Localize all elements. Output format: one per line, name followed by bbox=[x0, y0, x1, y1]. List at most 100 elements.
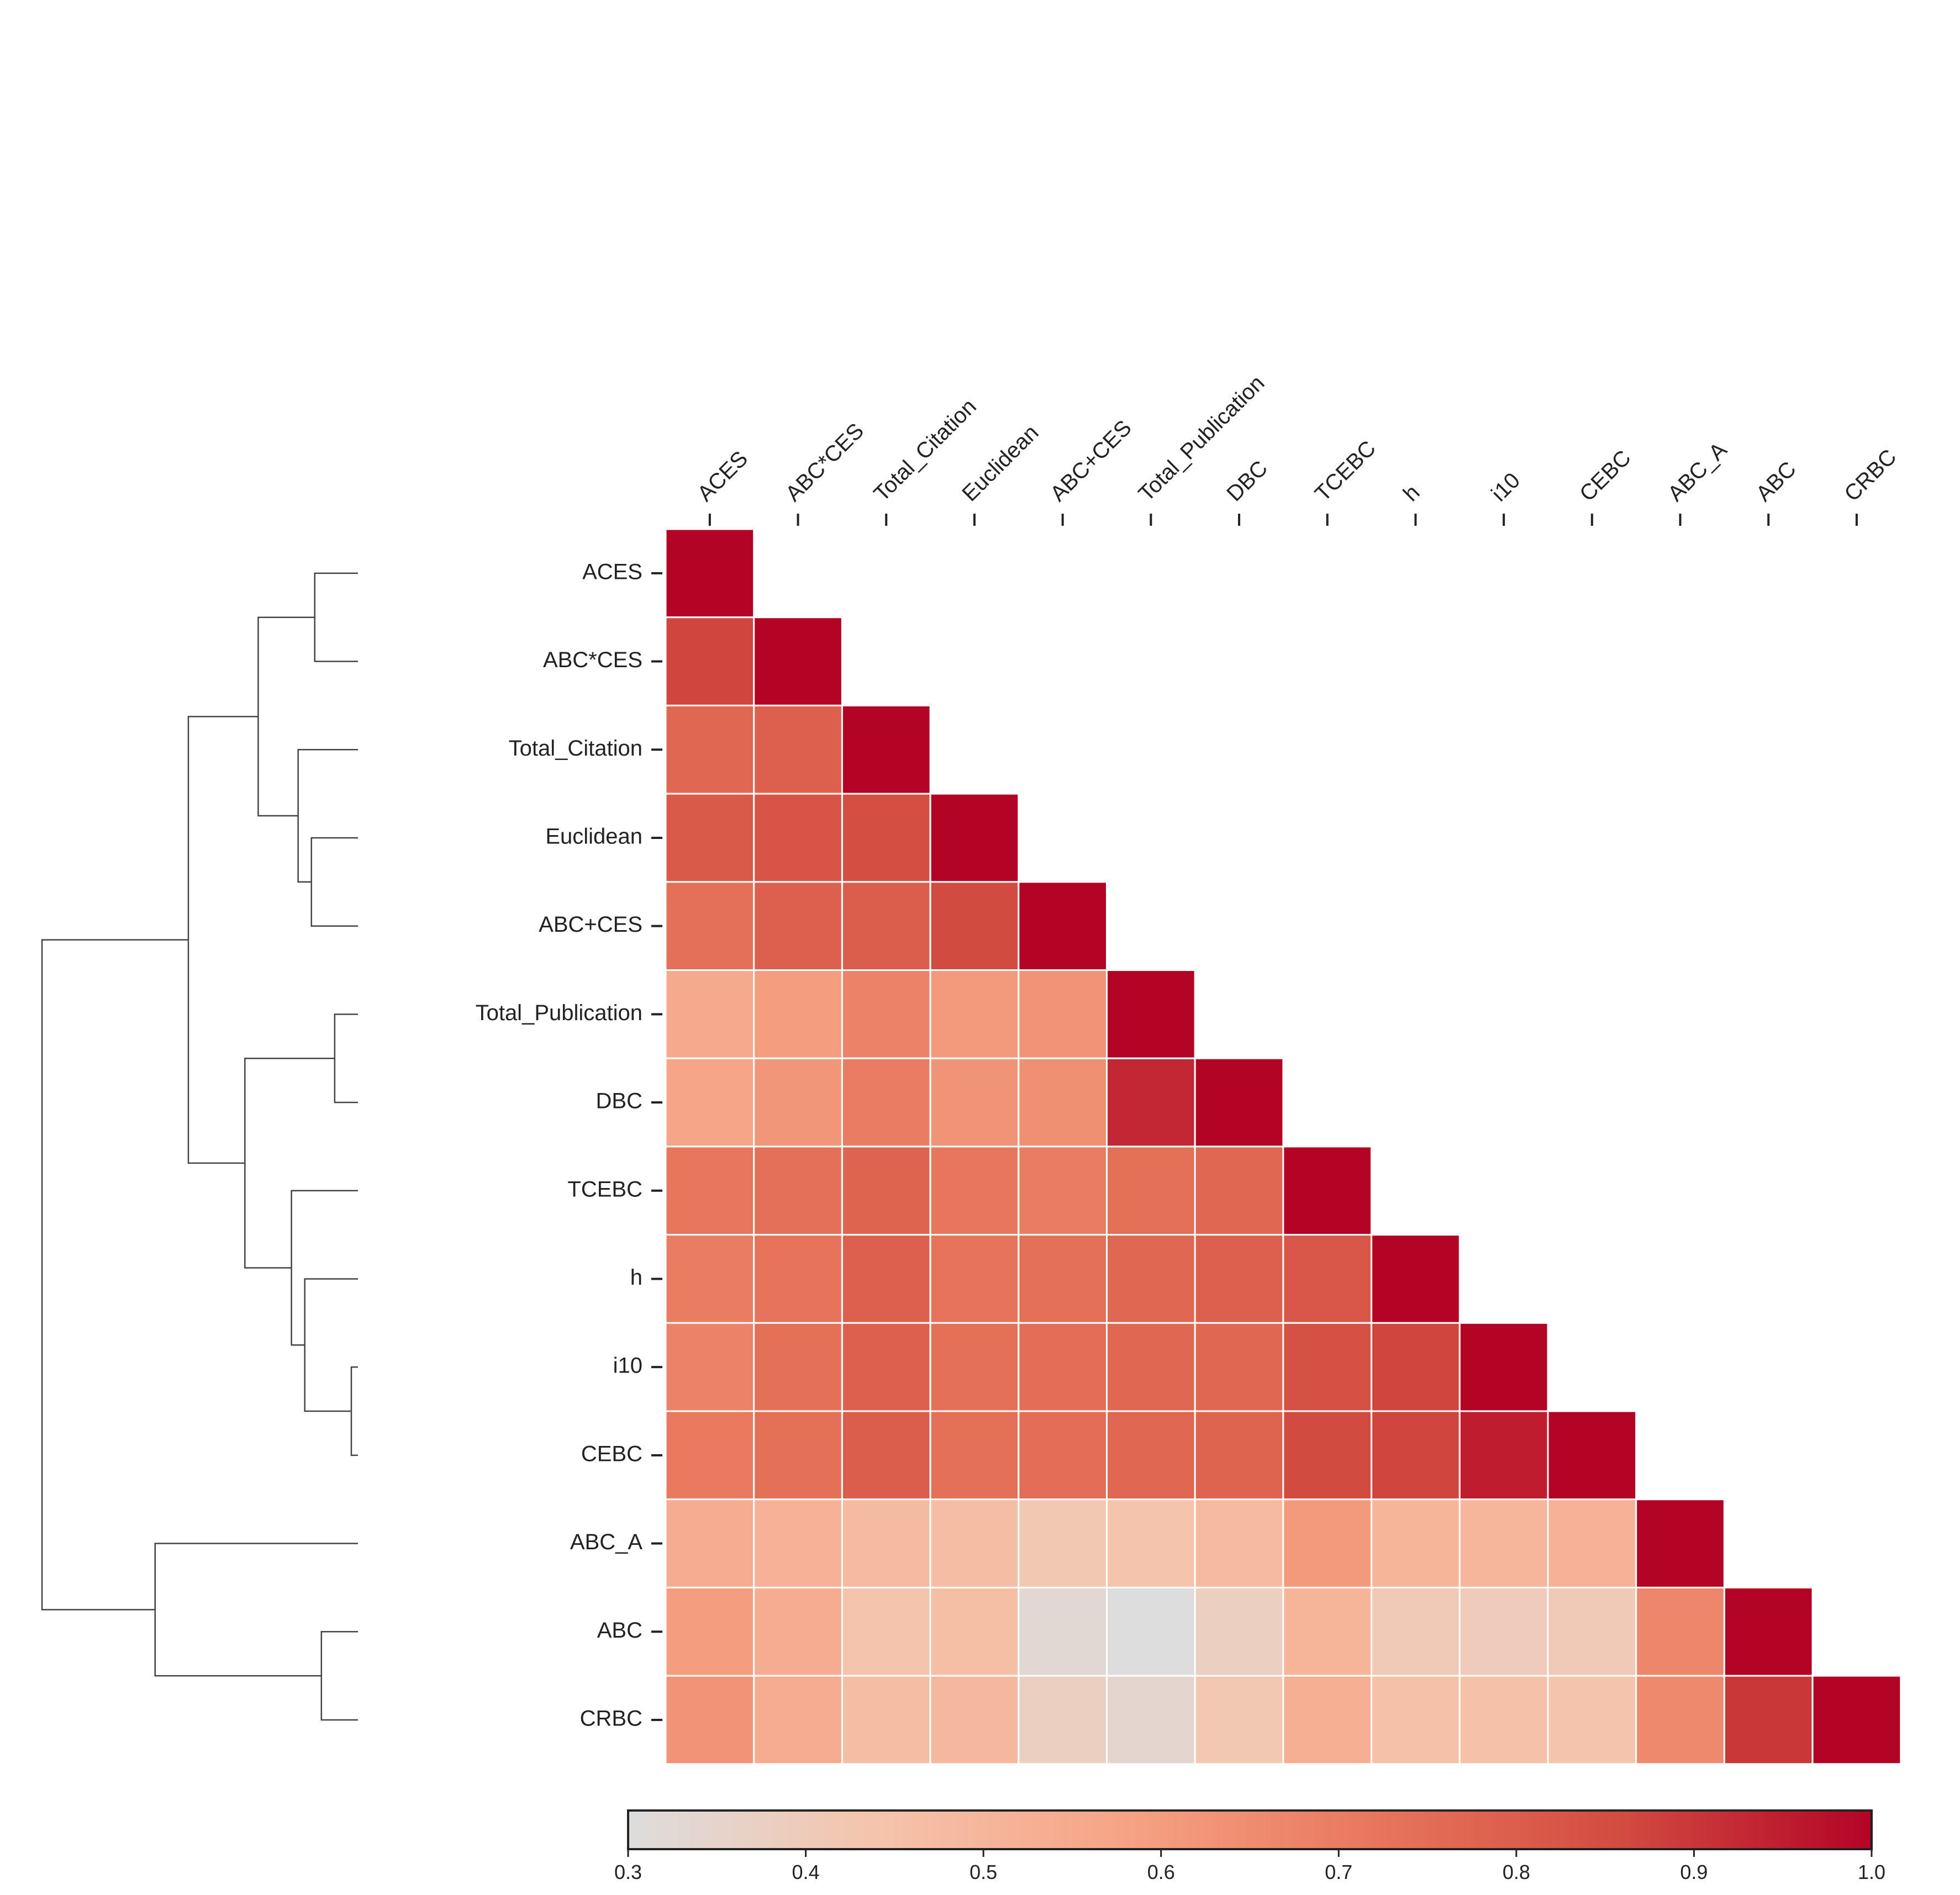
heatmap-cell-ABC-TCEBC bbox=[1282, 1586, 1373, 1677]
heatmap-cell-CEBC-ACES bbox=[665, 1410, 755, 1501]
column-label: i10 bbox=[1487, 468, 1525, 506]
heatmap-cell-ABC_A-ABC_A bbox=[1635, 1498, 1725, 1588]
heatmap-cell-DBC-ACES bbox=[665, 1057, 755, 1148]
heatmap-cell-TCEBC-Total_Citation bbox=[841, 1146, 931, 1236]
dendrogram-link bbox=[320, 1631, 358, 1721]
heatmap-cell-i10-Total_Citation bbox=[841, 1322, 931, 1412]
dendrogram-link bbox=[154, 1543, 358, 1677]
dendrogram-link bbox=[310, 837, 358, 927]
heatmap-cell-CEBC-h bbox=[1371, 1410, 1461, 1501]
heatmap-cell-CRBC-i10 bbox=[1458, 1675, 1549, 1765]
heatmap-cell-Total_Publication-ACES bbox=[665, 969, 755, 1059]
heatmap-cell-Euclidean-ACES bbox=[665, 793, 755, 883]
heatmap-cell-ABC+CES-Euclidean bbox=[929, 881, 1020, 972]
heatmap-cell-Total_Publication-Total_Publication bbox=[1106, 969, 1196, 1059]
heatmap-cell-h-Euclidean bbox=[929, 1234, 1020, 1324]
heatmap-cell-h-Total_Citation bbox=[841, 1234, 931, 1324]
heatmap-cell-h-ACES bbox=[665, 1234, 755, 1324]
heatmap-cell-ABC_A-ABC*CES bbox=[753, 1498, 843, 1588]
heatmap-cell-TCEBC-Total_Publication bbox=[1106, 1146, 1196, 1236]
dendrogram-link bbox=[291, 1190, 358, 1346]
heatmap-cell-ABC*CES-ABC*CES bbox=[753, 616, 843, 706]
dendrogram-link bbox=[304, 1278, 358, 1412]
heatmap-cell-CEBC-TCEBC bbox=[1282, 1410, 1373, 1501]
heatmap-cell-CRBC-Total_Publication bbox=[1106, 1675, 1196, 1765]
heatmap-cell-ABC+CES-ABC*CES bbox=[753, 881, 843, 972]
heatmap-cell-CRBC-CEBC bbox=[1547, 1675, 1637, 1765]
heatmap-cell-CRBC-ABC+CES bbox=[1018, 1675, 1108, 1765]
column-label: ACES bbox=[693, 446, 752, 506]
colorbar-tick-label: 0.3 bbox=[614, 1861, 642, 1883]
colorbar-tick-label: 0.8 bbox=[1503, 1861, 1530, 1883]
heatmap-cell-ABC-Euclidean bbox=[929, 1586, 1020, 1677]
column-label: DBC bbox=[1222, 456, 1272, 506]
heatmap-cells bbox=[665, 528, 1902, 1765]
heatmap-cell-CRBC-h bbox=[1371, 1675, 1461, 1765]
heatmap-cell-CRBC-TCEBC bbox=[1282, 1675, 1373, 1765]
heatmap-cell-ABC-Total_Publication bbox=[1106, 1586, 1196, 1677]
dendrogram-link bbox=[187, 716, 259, 1164]
dendrogram-link bbox=[41, 939, 188, 1611]
row-label: ABC+CES bbox=[539, 912, 642, 937]
heatmap-cell-i10-Euclidean bbox=[929, 1322, 1020, 1412]
heatmap-cell-ABC_A-i10 bbox=[1458, 1498, 1549, 1588]
heatmap-cell-CRBC-ACES bbox=[665, 1675, 755, 1765]
heatmap-cell-DBC-Total_Publication bbox=[1106, 1057, 1196, 1148]
row-label: Total_Citation bbox=[509, 736, 642, 761]
heatmap-cell-ABC_A-h bbox=[1371, 1498, 1461, 1588]
heatmap-cell-Total_Publication-Total_Citation bbox=[841, 969, 931, 1059]
heatmap-cell-ABC*CES-ACES bbox=[665, 616, 755, 706]
heatmap-cell-DBC-Total_Citation bbox=[841, 1057, 931, 1148]
column-label: h bbox=[1399, 481, 1425, 506]
row-label: DBC bbox=[596, 1089, 642, 1113]
heatmap-cell-CRBC-DBC bbox=[1194, 1675, 1284, 1765]
heatmap-cell-CRBC-Total_Citation bbox=[841, 1675, 931, 1765]
heatmap-cell-h-TCEBC bbox=[1282, 1234, 1373, 1324]
dendrogram-link bbox=[334, 1014, 358, 1104]
dendrogram-link bbox=[314, 572, 358, 662]
row-label: Total_Publication bbox=[476, 1001, 642, 1025]
heatmap-cell-TCEBC-TCEBC bbox=[1282, 1146, 1373, 1236]
dendrogram-link bbox=[257, 616, 315, 817]
heatmap-cell-CRBC-ABC bbox=[1723, 1675, 1814, 1765]
heatmap-cell-Total_Publication-Euclidean bbox=[929, 969, 1020, 1059]
column-label: ABC*CES bbox=[781, 419, 868, 506]
colorbar: 0.3 0.4 0.5 0.6 0.7 0.8 0.9 1.0 bbox=[614, 1809, 1885, 1883]
row-label: ABC_A bbox=[570, 1530, 642, 1554]
heatmap-cell-ABC+CES-ACES bbox=[665, 881, 755, 972]
heatmap-cell-i10-TCEBC bbox=[1282, 1322, 1373, 1412]
heatmap-cell-CEBC-Euclidean bbox=[929, 1410, 1020, 1501]
heatmap-cell-CEBC-ABC*CES bbox=[753, 1410, 843, 1501]
heatmap-cell-h-h bbox=[1371, 1234, 1461, 1324]
heatmap-cell-i10-ABC*CES bbox=[753, 1322, 843, 1412]
heatmap-cell-ACES-ACES bbox=[665, 528, 755, 619]
heatmap-cell-ABC_A-Euclidean bbox=[929, 1498, 1020, 1588]
heatmap-cell-Total_Citation-ABC*CES bbox=[753, 704, 843, 795]
heatmap-cell-CEBC-i10 bbox=[1458, 1410, 1549, 1501]
heatmap-cell-CEBC-CEBC bbox=[1547, 1410, 1637, 1501]
heatmap-cell-TCEBC-ABC+CES bbox=[1018, 1146, 1108, 1236]
heatmap-cell-ABC-CEBC bbox=[1547, 1586, 1637, 1677]
heatmap-cell-Total_Publication-ABC+CES bbox=[1018, 969, 1108, 1059]
heatmap-cell-DBC-ABC+CES bbox=[1018, 1057, 1108, 1148]
column-label: ABC+CES bbox=[1046, 415, 1136, 506]
heatmap-cell-Total_Citation-Total_Citation bbox=[841, 704, 931, 795]
row-label: h bbox=[630, 1265, 642, 1290]
heatmap-cell-CEBC-ABC+CES bbox=[1018, 1410, 1108, 1501]
column-label: CRBC bbox=[1840, 445, 1901, 506]
heatmap-cell-CRBC-ABC_A bbox=[1635, 1675, 1725, 1765]
row-label: CRBC bbox=[580, 1707, 642, 1731]
column-label: TCEBC bbox=[1310, 436, 1381, 506]
column-label: Euclidean bbox=[957, 420, 1043, 506]
heatmap-cell-ABC-ABC bbox=[1723, 1586, 1814, 1677]
heatmap-cell-CRBC-Euclidean bbox=[929, 1675, 1020, 1765]
heatmap-cell-ABC+CES-ABC+CES bbox=[1018, 881, 1108, 972]
colorbar-tick-label: 0.7 bbox=[1325, 1861, 1352, 1883]
row-label: Euclidean bbox=[545, 825, 642, 849]
heatmap-cell-TCEBC-Euclidean bbox=[929, 1146, 1020, 1236]
heatmap-cell-ABC+CES-Total_Citation bbox=[841, 881, 931, 972]
heatmap-cell-ABC-ABC_A bbox=[1635, 1586, 1725, 1677]
heatmap-cell-h-ABC+CES bbox=[1018, 1234, 1108, 1324]
heatmap-cell-ABC-ACES bbox=[665, 1586, 755, 1677]
